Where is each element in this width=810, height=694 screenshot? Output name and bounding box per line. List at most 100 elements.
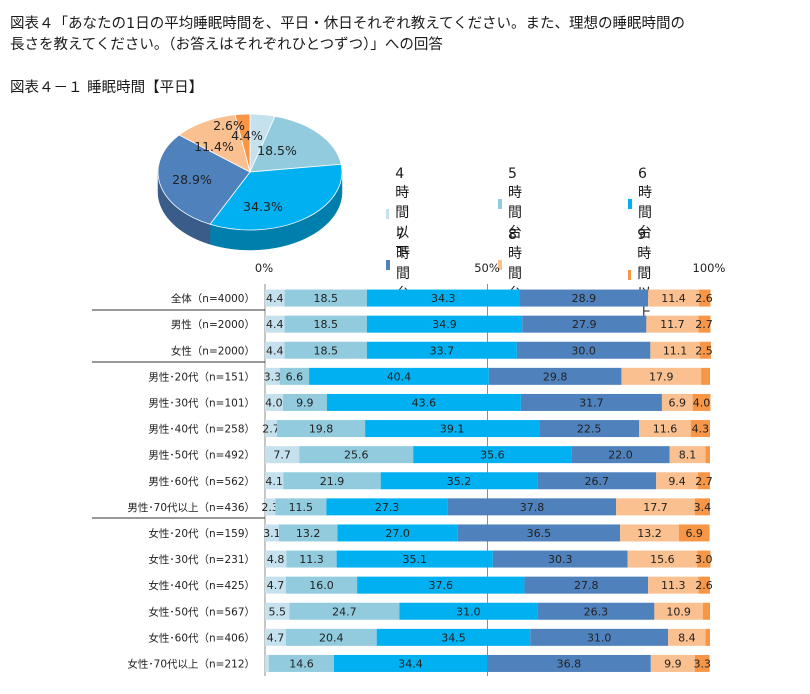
- legend-swatch: [498, 260, 502, 270]
- bar-segment: [697, 472, 710, 490]
- data-label: 36.8: [557, 657, 582, 670]
- bar-segment: [357, 576, 525, 594]
- data-label: 10.9: [666, 605, 691, 618]
- data-label: 22.5: [577, 423, 602, 436]
- data-label: 11.3: [299, 553, 324, 566]
- category-label: 女性･60代（n=406）: [148, 631, 255, 644]
- data-label: 37.8: [520, 501, 545, 514]
- data-label: 34.9: [432, 318, 457, 331]
- bar-segment: [380, 472, 538, 490]
- bar-segment: [326, 498, 448, 516]
- bar-segment: [265, 446, 300, 464]
- legend-item-2: 6時間台: [628, 166, 658, 242]
- bar-segment: [376, 628, 531, 646]
- category-label: 女性･40代（n=425）: [148, 579, 255, 592]
- bar-segment: [701, 367, 710, 385]
- data-label: 27.9: [572, 318, 597, 331]
- data-label: 6.9: [669, 396, 687, 409]
- data-label: 4.7: [267, 579, 285, 592]
- data-label: 43.6: [412, 396, 437, 409]
- bar-segment: [413, 446, 572, 464]
- bar-segment: [279, 367, 310, 385]
- bar-segment: [265, 367, 280, 385]
- data-label: 18.5: [313, 318, 338, 331]
- data-label: 27.3: [375, 501, 400, 514]
- bar-segment: [699, 341, 711, 359]
- data-label: 35.2: [447, 475, 472, 488]
- data-label: 9.4: [668, 475, 686, 488]
- legend-label: 5時間台: [507, 166, 522, 241]
- bar-segment: [365, 420, 540, 438]
- bar-segment: [650, 654, 695, 672]
- bar-segment: [537, 602, 655, 620]
- category-label: 女性･50代（n=567）: [148, 605, 255, 618]
- category-label: 女性（n=2000）: [171, 344, 255, 357]
- legend-swatch: [386, 260, 390, 270]
- bar-segment: [265, 524, 279, 542]
- data-label: 27.0: [385, 527, 410, 540]
- bar-segment: [265, 393, 283, 411]
- data-label: 37.6: [429, 579, 454, 592]
- data-label: 17.9: [649, 370, 674, 383]
- data-label: 2.3: [261, 501, 279, 514]
- bar-segment: [648, 289, 699, 307]
- bar-segment: [522, 315, 647, 333]
- data-label: 4.4: [266, 292, 284, 305]
- data-label: 35.6: [480, 449, 505, 462]
- bar-segment: [524, 576, 649, 594]
- data-label: 13.2: [296, 527, 321, 540]
- data-label: 11.7: [660, 318, 685, 331]
- legend-item-0: 4時間以下: [386, 166, 416, 262]
- pie-label-0: 4.4%: [231, 128, 263, 143]
- bar-segment: [678, 524, 710, 542]
- bar-segment: [648, 576, 699, 594]
- bar-segment: [705, 446, 710, 464]
- data-label: 40.4: [387, 370, 412, 383]
- bar-segment: [286, 550, 337, 568]
- data-label: 3.1: [263, 527, 281, 540]
- bar-segment: [285, 628, 377, 646]
- bar-segment: [333, 654, 488, 672]
- pie-chart: 4.4%18.5% 34.3% 28.9% 11.4% 2.6%: [157, 113, 343, 251]
- pie-slice-4: [178, 114, 251, 173]
- data-label: 2.5: [695, 344, 713, 357]
- data-label: 2.7: [695, 475, 713, 488]
- data-label: 4.4: [266, 344, 284, 357]
- data-label: 25.6: [344, 449, 369, 462]
- bar-segment: [284, 289, 367, 307]
- data-label: 30.3: [548, 553, 573, 566]
- pie-slice-1: [249, 115, 342, 173]
- bar-segment: [278, 524, 338, 542]
- data-label: 18.5: [313, 344, 338, 357]
- bar-segment: [265, 654, 270, 672]
- bar-segment: [366, 289, 520, 307]
- bar-segment: [265, 498, 276, 516]
- bar-segment: [694, 498, 710, 516]
- bar-segment: [668, 628, 706, 646]
- x-tick-label: 50%: [474, 261, 500, 275]
- bar-segment: [639, 420, 691, 438]
- bar-segment: [366, 341, 517, 359]
- pie-label-4: 11.4%: [194, 139, 234, 154]
- x-tick-label: 100%: [693, 261, 726, 275]
- data-label: 36.5: [527, 527, 552, 540]
- data-label: 4.4: [266, 318, 284, 331]
- bar-segment: [265, 289, 285, 307]
- data-label: 31.7: [579, 396, 604, 409]
- bar-segment: [520, 393, 662, 411]
- bar-segment: [661, 393, 693, 411]
- legend-swatch: [498, 199, 502, 209]
- bar-segment: [669, 446, 706, 464]
- data-label: 6.6: [286, 370, 304, 383]
- data-label: 35.1: [402, 553, 427, 566]
- bar-segment: [265, 628, 286, 646]
- category-label: 男性･30代（n=101）: [148, 396, 255, 409]
- data-label: 28.9: [572, 292, 597, 305]
- category-label: 女性･30代（n=231）: [148, 553, 255, 566]
- bar-segment: [620, 524, 679, 542]
- pie-label-5: 2.6%: [213, 118, 245, 133]
- pie-slice-2: [209, 163, 343, 231]
- data-label: 21.9: [320, 475, 345, 488]
- legend-swatch: [386, 209, 390, 219]
- data-label: 6.9: [685, 527, 703, 540]
